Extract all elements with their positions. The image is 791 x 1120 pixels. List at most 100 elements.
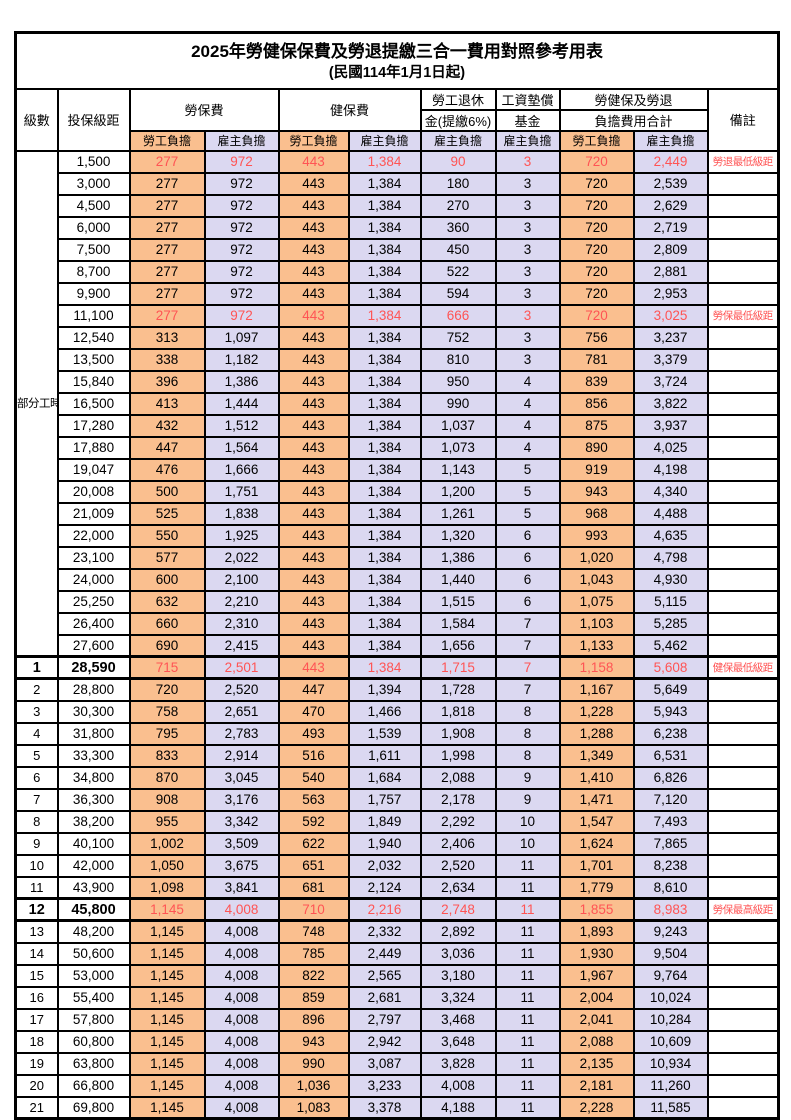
value-cell: 3,378 <box>347 1095 422 1120</box>
value-cell: 1,145 <box>128 1095 206 1120</box>
table-row: 8,700 277 972 443 1,384 522 3 720 2,881 <box>16 259 780 284</box>
value-cell: 8,610 <box>632 875 709 900</box>
value-cell: 4,008 <box>203 963 280 988</box>
table-row: 27,600 690 2,415 443 1,384 1,656 7 1,133 5,462 <box>16 633 780 658</box>
value-cell: 10 <box>494 831 561 856</box>
value-cell: 1,444 <box>203 391 280 416</box>
table-row: 9,900 277 972 443 1,384 594 3 720 2,953 <box>16 281 780 306</box>
level-cell: 9 <box>14 831 59 856</box>
value-cell: 1,384 <box>347 391 422 416</box>
table-row: 2 28,800 720 2,520 447 1,394 1,728 7 1,167 5,649 <box>14 677 780 702</box>
value-cell: 2,520 <box>203 677 280 702</box>
value-cell: 1,228 <box>558 699 635 724</box>
value-cell: 594 <box>419 281 497 306</box>
col-header-bracket: 投保級距 <box>56 87 131 152</box>
value-cell: 1,624 <box>558 831 635 856</box>
value-cell: 3,841 <box>203 875 280 900</box>
value-cell: 2,415 <box>203 633 280 658</box>
value-cell: 3,509 <box>203 831 280 856</box>
value-cell: 4,025 <box>632 435 709 460</box>
value-cell: 1,893 <box>558 919 635 944</box>
value-cell: 8 <box>494 743 561 768</box>
bracket-cell: 36,300 <box>56 787 131 812</box>
value-cell: 476 <box>128 457 206 482</box>
value-cell: 1,384 <box>347 369 422 394</box>
subheader-health-employee: 勞工負擔 <box>277 129 350 152</box>
table-row: 22,000 550 1,925 443 1,384 1,320 6 993 4,635 <box>16 523 780 548</box>
bracket-cell: 11,100 <box>56 303 131 328</box>
value-cell: 9 <box>494 765 561 790</box>
col-header-pension-line1: 勞工退休 <box>419 87 497 111</box>
level-cell: 4 <box>14 721 59 746</box>
level-cell: 13 <box>14 919 59 944</box>
value-cell: 600 <box>128 567 206 592</box>
bracket-cell: 3,000 <box>56 171 131 196</box>
table-row: 25,250 632 2,210 443 1,384 1,515 6 1,075 5,115 <box>16 589 780 614</box>
value-cell: 443 <box>277 501 350 526</box>
value-cell: 7 <box>494 611 561 636</box>
value-cell: 3,233 <box>347 1073 422 1098</box>
header-row-sub: 勞工負擔 雇主負擔 勞工負擔 雇主負擔 雇主負擔 雇主負擔 勞工負擔 雇主負擔 <box>16 129 779 152</box>
value-cell: 1,261 <box>419 501 497 526</box>
bracket-cell: 43,900 <box>56 875 131 900</box>
value-cell: 1,384 <box>347 435 422 460</box>
remark-cell <box>706 435 780 460</box>
page-subtitle: (民國114年1月1日起) <box>328 65 466 82</box>
value-cell: 720 <box>558 171 635 196</box>
value-cell: 5 <box>494 479 561 504</box>
value-cell: 4,188 <box>419 1095 497 1120</box>
value-cell: 2,520 <box>419 853 497 878</box>
value-cell: 859 <box>277 985 350 1010</box>
bracket-cell: 28,800 <box>56 677 131 702</box>
value-cell: 10 <box>494 809 561 834</box>
col-header-wage-fund-line1: 工資墊償 <box>494 87 561 111</box>
value-cell: 2,748 <box>419 897 497 922</box>
value-cell: 1,925 <box>203 523 280 548</box>
value-cell: 443 <box>277 655 350 680</box>
table-body: 部分工時 1,500 277 972 443 1,384 90 3 720 2,449 勞退最低級距… <box>14 149 780 1120</box>
level-cell: 3 <box>14 699 59 724</box>
bracket-cell: 22,000 <box>56 523 131 548</box>
value-cell: 4 <box>494 435 561 460</box>
table-row: 23,100 577 2,022 443 1,384 1,386 6 1,020 4,798 <box>16 545 780 570</box>
value-cell: 7,865 <box>632 831 709 856</box>
value-cell: 2,449 <box>632 149 709 174</box>
level-cell: 2 <box>14 677 59 702</box>
value-cell: 3,828 <box>419 1051 497 1076</box>
remark-cell <box>706 391 780 416</box>
value-cell: 6 <box>494 567 561 592</box>
value-cell: 2,100 <box>203 567 280 592</box>
level-cell: 19 <box>14 1051 59 1076</box>
value-cell: 4,008 <box>203 1007 280 1032</box>
value-cell: 443 <box>277 325 350 350</box>
value-cell: 443 <box>277 369 350 394</box>
value-cell: 2,681 <box>347 985 422 1010</box>
value-cell: 6 <box>494 545 561 570</box>
value-cell: 11 <box>494 853 561 878</box>
value-cell: 3,724 <box>632 369 709 394</box>
remark-cell: 勞退最低級距 <box>706 149 780 174</box>
value-cell: 781 <box>558 347 635 372</box>
value-cell: 3 <box>494 259 561 284</box>
value-cell: 720 <box>558 215 635 240</box>
value-cell: 875 <box>558 413 635 438</box>
level-cell: 21 <box>14 1095 59 1120</box>
remark-cell <box>706 1073 780 1098</box>
value-cell: 660 <box>128 611 206 636</box>
level-cell: 11 <box>14 875 59 900</box>
table-row: 10 42,000 1,050 3,675 651 2,032 2,520 11 1,701 8,… <box>14 853 780 878</box>
remark-cell <box>706 963 780 988</box>
value-cell: 2,942 <box>347 1029 422 1054</box>
remark-cell <box>706 567 780 592</box>
value-cell: 8 <box>494 699 561 724</box>
value-cell: 1,288 <box>558 721 635 746</box>
value-cell: 11 <box>494 1029 561 1054</box>
remark-cell <box>706 325 780 350</box>
remark-cell <box>706 193 780 218</box>
level-cell: 8 <box>14 809 59 834</box>
value-cell: 4 <box>494 391 561 416</box>
value-cell: 2,881 <box>632 259 709 284</box>
value-cell: 1,083 <box>277 1095 350 1120</box>
bracket-cell: 8,700 <box>56 259 131 284</box>
value-cell: 7 <box>494 633 561 658</box>
